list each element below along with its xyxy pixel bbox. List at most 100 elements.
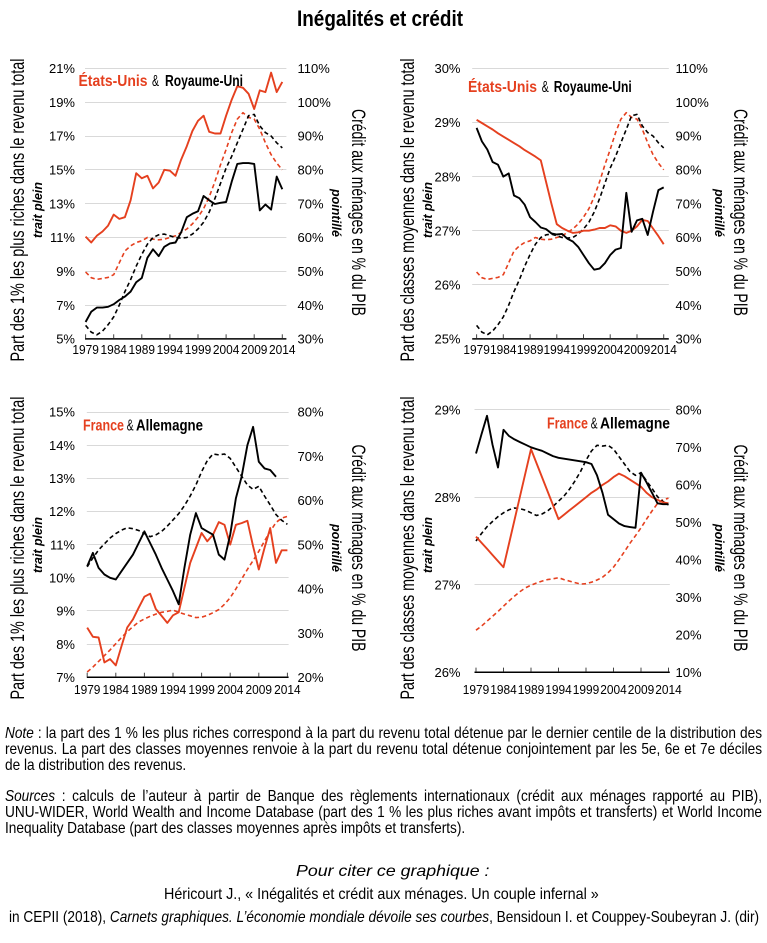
svg-text:Crédit aux ménages en % du PIB: Crédit aux ménages en % du PIB: [347, 445, 368, 652]
svg-text:29%: 29%: [434, 402, 460, 417]
svg-text:États-Unis: États-Unis: [468, 79, 537, 96]
svg-text:&: &: [127, 418, 134, 435]
svg-text:50%: 50%: [676, 515, 702, 530]
svg-text:1984: 1984: [103, 682, 130, 697]
svg-text:Royaume-Uni: Royaume-Uni: [554, 79, 632, 96]
svg-text:Part des 1% les plus riches da: Part des 1% les plus riches dans le reve…: [8, 59, 29, 362]
svg-text:100%: 100%: [676, 95, 710, 110]
svg-text:50%: 50%: [676, 264, 702, 279]
svg-text:1979: 1979: [463, 682, 490, 697]
svg-text:5%: 5%: [56, 332, 75, 347]
svg-text:1984: 1984: [490, 682, 517, 697]
svg-text:Part des classes moyennes dans: Part des classes moyennes dans le revenu…: [398, 59, 419, 362]
svg-text:2004: 2004: [213, 342, 240, 357]
svg-text:pointillé: pointillé: [329, 523, 344, 572]
svg-text:&: &: [542, 79, 549, 96]
svg-text:1999: 1999: [185, 342, 212, 357]
svg-text:Part des 1% les plus riches da: Part des 1% les plus riches dans le reve…: [8, 397, 29, 700]
svg-text:pointillé: pointillé: [712, 188, 727, 237]
svg-text:trait plein: trait plein: [420, 182, 435, 238]
svg-text:1999: 1999: [188, 682, 215, 697]
svg-text:27%: 27%: [434, 577, 460, 592]
svg-text:40%: 40%: [676, 552, 702, 567]
svg-text:25%: 25%: [434, 332, 460, 347]
svg-text:20%: 20%: [676, 627, 702, 642]
svg-text:2014: 2014: [269, 342, 296, 357]
svg-text:France: France: [83, 418, 124, 435]
svg-text:trait plein: trait plein: [420, 517, 435, 573]
svg-text:8%: 8%: [56, 637, 75, 652]
svg-text:90%: 90%: [676, 129, 702, 144]
svg-text:17%: 17%: [49, 129, 75, 144]
svg-text:&: &: [591, 416, 598, 433]
svg-text:10%: 10%: [49, 571, 75, 586]
svg-text:30%: 30%: [676, 590, 702, 605]
svg-text:30%: 30%: [298, 626, 324, 641]
svg-text:50%: 50%: [298, 537, 324, 552]
svg-text:80%: 80%: [298, 405, 324, 420]
svg-text:28%: 28%: [434, 169, 460, 184]
svg-text:60%: 60%: [676, 477, 702, 492]
svg-text:60%: 60%: [298, 493, 324, 508]
svg-text:21%: 21%: [49, 61, 75, 76]
svg-text:7%: 7%: [56, 670, 75, 685]
svg-text:30%: 30%: [434, 61, 460, 76]
svg-text:13%: 13%: [49, 471, 75, 486]
svg-text:90%: 90%: [298, 129, 324, 144]
svg-text:10%: 10%: [676, 665, 702, 680]
svg-text:Allemagne: Allemagne: [136, 418, 203, 435]
svg-text:Crédit aux ménages en % du PIB: Crédit aux ménages en % du PIB: [347, 109, 368, 316]
svg-text:1989: 1989: [131, 682, 158, 697]
svg-text:&: &: [152, 73, 159, 90]
svg-text:1999: 1999: [573, 682, 600, 697]
svg-text:1994: 1994: [157, 342, 184, 357]
svg-text:1984: 1984: [100, 342, 127, 357]
svg-text:110%: 110%: [676, 61, 709, 76]
svg-text:110%: 110%: [298, 61, 331, 76]
svg-text:14%: 14%: [49, 438, 75, 453]
svg-text:pointillé: pointillé: [712, 523, 727, 572]
svg-text:1984: 1984: [490, 342, 517, 357]
svg-text:40%: 40%: [298, 298, 324, 313]
svg-text:13%: 13%: [49, 196, 75, 211]
svg-text:1994: 1994: [544, 342, 571, 357]
svg-text:2009: 2009: [241, 342, 268, 357]
svg-text:1994: 1994: [160, 682, 187, 697]
svg-text:2004: 2004: [217, 682, 244, 697]
svg-text:2004: 2004: [597, 342, 624, 357]
svg-text:2014: 2014: [655, 682, 682, 697]
svg-text:Crédit aux ménages en % du PIB: Crédit aux ménages en % du PIB: [729, 445, 750, 652]
svg-text:pointillé: pointillé: [329, 188, 344, 237]
svg-text:20%: 20%: [298, 670, 324, 685]
svg-text:80%: 80%: [676, 163, 702, 178]
svg-text:Inégalités et crédit: Inégalités et crédit: [297, 6, 464, 31]
svg-text:2009: 2009: [624, 342, 651, 357]
svg-text:26%: 26%: [434, 278, 460, 293]
svg-text:7%: 7%: [56, 298, 75, 313]
svg-text:12%: 12%: [49, 504, 75, 519]
svg-text:27%: 27%: [434, 223, 460, 238]
svg-text:États-Unis: États-Unis: [79, 73, 148, 90]
svg-text:19%: 19%: [49, 95, 75, 110]
svg-text:1989: 1989: [129, 342, 156, 357]
svg-text:70%: 70%: [676, 440, 702, 455]
svg-text:1979: 1979: [463, 342, 490, 357]
svg-text:15%: 15%: [49, 163, 75, 178]
svg-text:2009: 2009: [246, 682, 273, 697]
svg-text:trait plein: trait plein: [30, 517, 45, 573]
svg-text:11%: 11%: [50, 230, 75, 245]
svg-text:11%: 11%: [50, 537, 75, 552]
svg-text:9%: 9%: [56, 604, 75, 619]
svg-text:2014: 2014: [650, 342, 677, 357]
svg-text:40%: 40%: [676, 298, 702, 313]
svg-text:Allemagne: Allemagne: [600, 416, 670, 433]
svg-text:80%: 80%: [676, 402, 702, 417]
svg-text:70%: 70%: [676, 196, 702, 211]
svg-text:trait plein: trait plein: [30, 182, 45, 238]
svg-text:26%: 26%: [434, 665, 460, 680]
svg-text:70%: 70%: [298, 449, 324, 464]
svg-text:80%: 80%: [298, 163, 324, 178]
svg-text:Crédit aux ménages en % du PIB: Crédit aux ménages en % du PIB: [729, 109, 750, 316]
svg-text:1979: 1979: [72, 342, 99, 357]
svg-text:1999: 1999: [570, 342, 597, 357]
